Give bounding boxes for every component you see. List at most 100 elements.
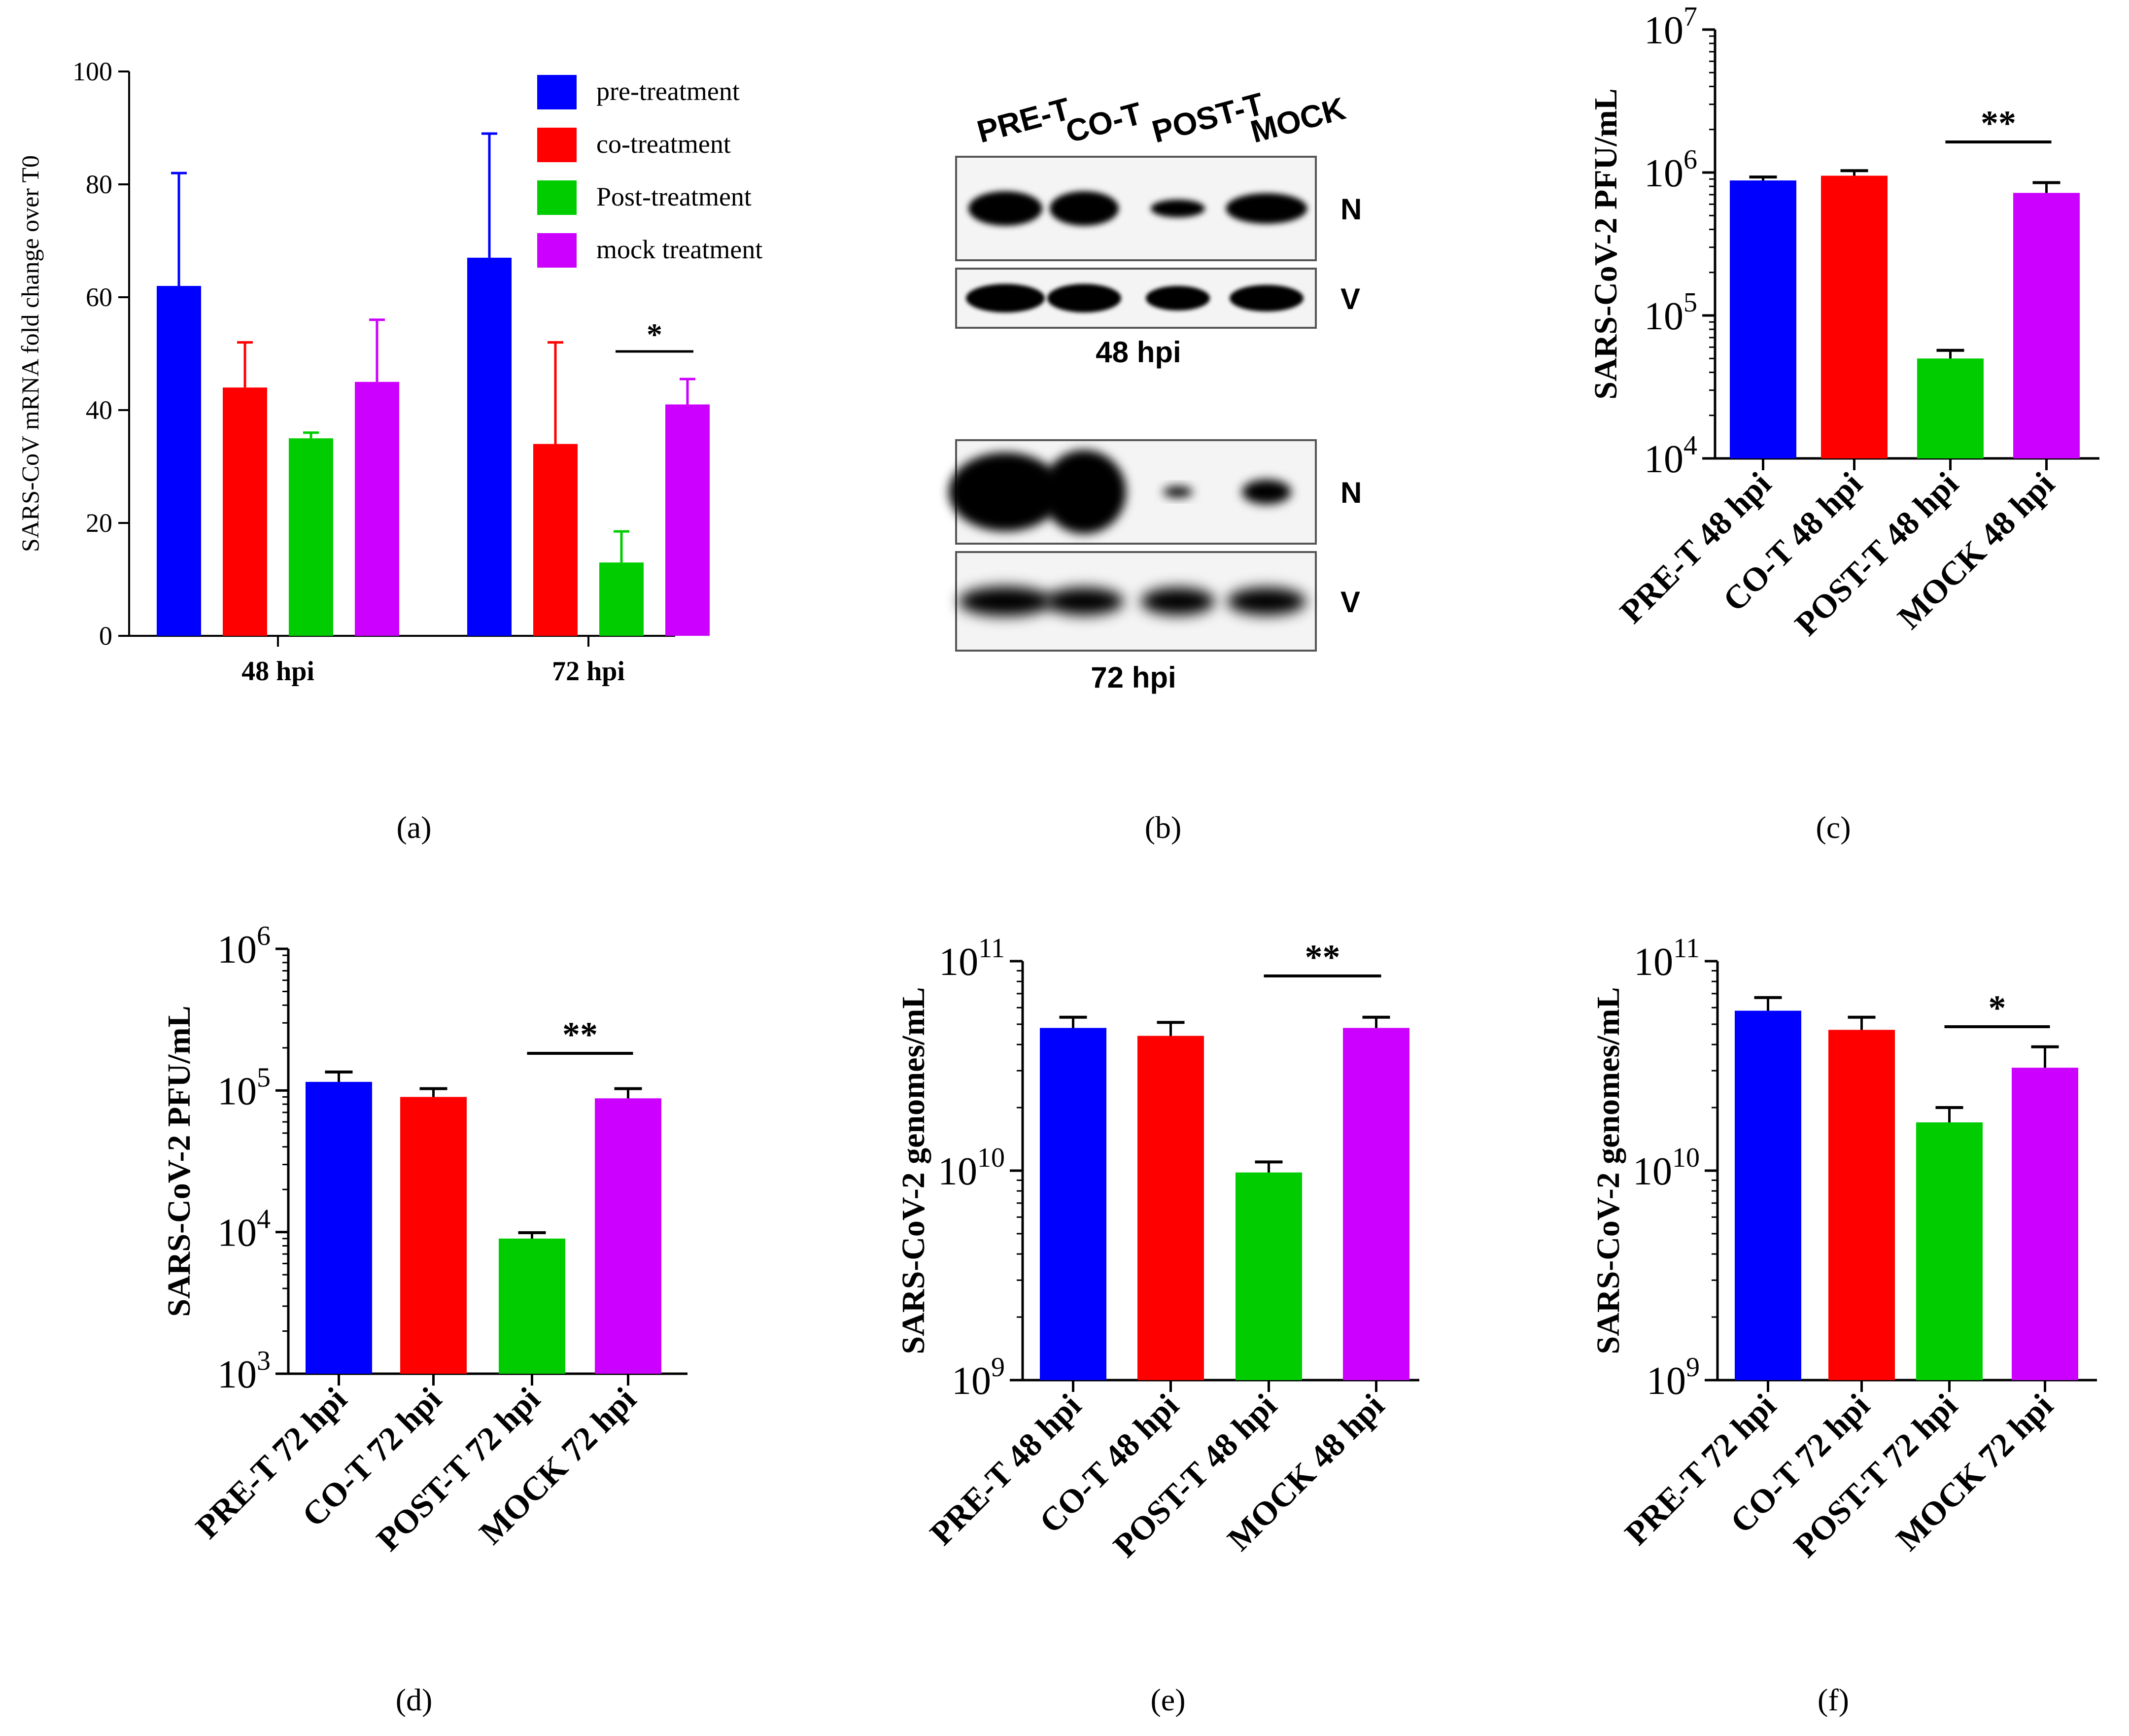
panel-label-c: (c)	[1816, 810, 1851, 845]
y-tick-label: 1011	[939, 933, 1005, 984]
tick-exponent: 5	[257, 1062, 271, 1093]
significance-label: *	[647, 317, 662, 352]
blot-band	[1042, 450, 1126, 534]
y-tick-label: 1010	[1633, 1143, 1700, 1193]
blot-time-label: 72 hpi	[1091, 661, 1176, 694]
blot-band	[1242, 480, 1291, 504]
blot-row-label: N	[1340, 193, 1362, 226]
bar	[1917, 358, 1984, 458]
panel-label-d: (d)	[396, 1682, 433, 1717]
y-tick-label: 105	[217, 1062, 271, 1113]
y-tick-label: 60	[86, 282, 112, 312]
tick-exponent: 9	[1686, 1352, 1700, 1383]
y-tick-label: 80	[86, 170, 112, 199]
bar	[595, 1098, 661, 1374]
legend-label: pre-treatment	[596, 76, 740, 106]
blot-band	[949, 452, 1062, 531]
tick-base: 10	[217, 1212, 257, 1255]
significance-label: *	[1989, 988, 2006, 1028]
legend-label: co-treatment	[596, 129, 731, 159]
bar	[533, 444, 578, 636]
blot-band	[1163, 486, 1193, 497]
blot-row-label: V	[1340, 282, 1360, 315]
bar	[157, 286, 201, 636]
y-axis-label: SARS-CoV-2 PFU/mL	[1588, 88, 1624, 399]
bar	[2013, 193, 2080, 459]
x-tick-label: 72 hpi	[552, 656, 625, 687]
blot-lane-label: MOCK	[1247, 90, 1349, 149]
y-tick-label: 109	[1647, 1352, 1700, 1403]
tick-exponent: 11	[1673, 933, 1700, 964]
blot-band	[1226, 193, 1307, 224]
tick-base: 10	[1647, 1359, 1686, 1403]
legend-swatch	[537, 128, 577, 162]
blot-band	[959, 587, 1052, 616]
y-tick-label: 104	[1644, 430, 1697, 481]
bar	[1040, 1028, 1106, 1380]
tick-base: 10	[939, 940, 978, 984]
blot-band	[1230, 285, 1304, 312]
blot-time-label: 48 hpi	[1096, 336, 1181, 369]
y-tick-label: 104	[217, 1204, 271, 1255]
legend-swatch	[537, 180, 577, 215]
bar	[289, 438, 333, 636]
panel-label-f: (f)	[1818, 1682, 1849, 1717]
tick-exponent: 4	[1683, 430, 1697, 461]
tick-base: 10	[1633, 1150, 1672, 1193]
bar	[1735, 1010, 1801, 1380]
bar	[665, 404, 710, 636]
tick-base: 10	[217, 1070, 257, 1113]
bar	[1828, 1030, 1895, 1380]
y-tick-label: 109	[952, 1352, 1005, 1403]
bar	[1137, 1036, 1204, 1380]
bar	[355, 382, 399, 636]
significance-label: **	[1981, 104, 2016, 143]
panel-label-a: (a)	[396, 810, 431, 845]
tick-base: 10	[1644, 295, 1683, 338]
tick-base: 10	[217, 928, 257, 972]
tick-exponent: 10	[977, 1143, 1005, 1173]
blot-band	[1227, 588, 1306, 615]
tick-exponent: 4	[257, 1204, 271, 1235]
bar	[1343, 1028, 1409, 1380]
tick-exponent: 9	[991, 1352, 1005, 1383]
y-tick-label: 107	[1644, 1, 1697, 52]
bar	[1236, 1172, 1302, 1380]
bar	[599, 562, 644, 636]
tick-base: 10	[217, 1353, 257, 1396]
tick-base: 10	[938, 1150, 977, 1193]
y-axis-label: SARS-CoV mRNA fold change over T0	[16, 155, 44, 552]
y-tick-label: 1010	[938, 1143, 1005, 1193]
blot-band	[1045, 588, 1124, 615]
panel-label-b: (b)	[1145, 810, 1182, 845]
bar	[1730, 180, 1796, 458]
tick-base: 10	[1644, 438, 1683, 481]
blot-band	[968, 191, 1042, 226]
tick-base: 10	[1644, 9, 1683, 52]
bar	[1916, 1122, 1983, 1380]
y-tick-label: 106	[217, 921, 271, 972]
blot-band	[1151, 200, 1205, 217]
y-axis-label: SARS-CoV-2 genomes/mL	[895, 987, 931, 1354]
blot-band	[966, 284, 1045, 312]
bar	[467, 257, 512, 636]
tick-base: 10	[952, 1359, 991, 1403]
legend-swatch	[537, 233, 577, 268]
y-tick-label: 100	[72, 57, 112, 86]
blot-band	[1146, 286, 1210, 311]
significance-label: **	[1305, 937, 1340, 977]
y-tick-label: 20	[86, 508, 112, 538]
bar	[499, 1238, 565, 1374]
tick-exponent: 10	[1672, 1143, 1700, 1173]
tick-exponent: 11	[978, 933, 1005, 964]
panel-label-e: (e)	[1150, 1682, 1185, 1717]
tick-exponent: 7	[1683, 1, 1697, 32]
blot-band	[1047, 284, 1121, 312]
x-tick-label: POST-T 48 hpi	[1787, 465, 1965, 643]
bar	[2012, 1068, 2078, 1380]
legend-label: mock treatment	[596, 235, 762, 264]
y-tick-label: 105	[1644, 287, 1697, 338]
